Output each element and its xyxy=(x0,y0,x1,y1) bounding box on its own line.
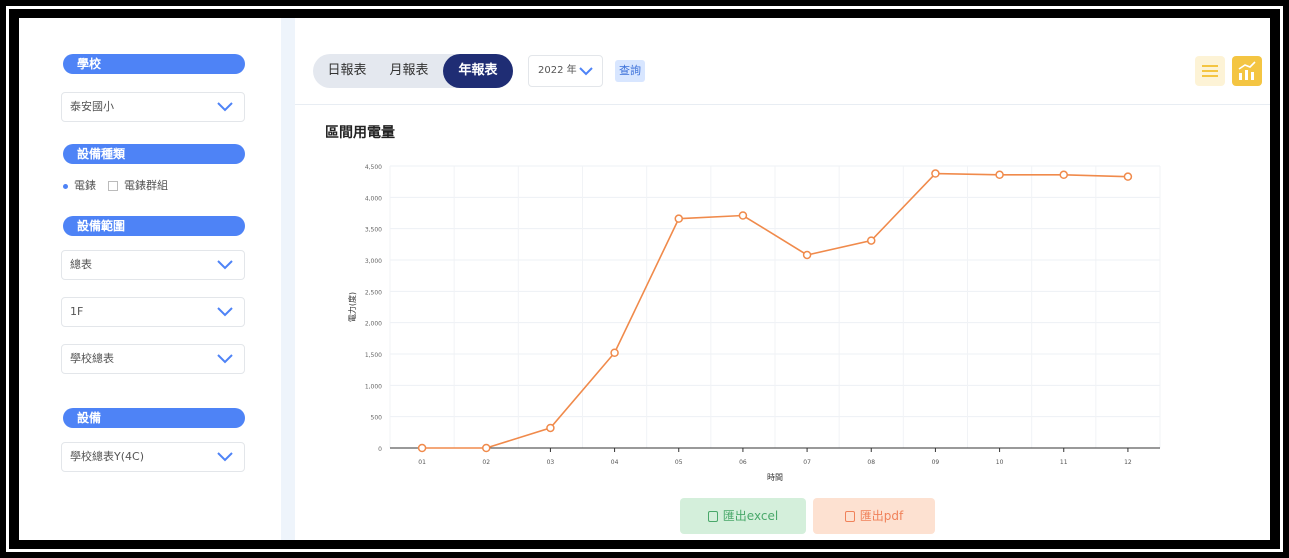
scope-select-1[interactable]: 總表 xyxy=(61,250,245,280)
data-point xyxy=(610,348,619,357)
x-tick-label: 06 xyxy=(739,459,747,466)
chart-grid xyxy=(389,165,1161,449)
chevron-down-icon xyxy=(217,307,233,317)
query-button[interactable]: 查詢 xyxy=(615,60,645,82)
device-select[interactable]: 學校總表Y(4C) xyxy=(61,442,245,472)
export-pdf-label: 匯出pdf xyxy=(859,509,904,523)
x-tick-label: 04 xyxy=(611,459,619,466)
x-tick-label: 11 xyxy=(1060,459,1068,466)
data-point xyxy=(738,211,748,220)
export-pdf-button[interactable]: 匯出pdf xyxy=(813,498,935,534)
data-point xyxy=(1059,170,1068,180)
y-tick-label: 1,500 xyxy=(365,352,382,359)
list-view-button[interactable] xyxy=(1195,56,1225,86)
data-point xyxy=(931,169,940,178)
school-label: 學校 xyxy=(63,54,245,74)
chart-axes: 0 500 1,000 1,500 2,000 2,500 3,000 3,500 4,000 4… xyxy=(365,164,1160,466)
x-tick-label: 10 xyxy=(996,459,1004,466)
device-type-radio-group: 電錶 電錶群組 xyxy=(63,178,168,194)
chevron-down-icon xyxy=(217,452,233,462)
radio-meter[interactable]: 電錶 xyxy=(63,179,96,192)
data-point xyxy=(1123,172,1133,181)
series-line xyxy=(422,172,1128,449)
export-icon xyxy=(707,511,718,522)
data-point xyxy=(417,443,427,453)
sidebar-divider xyxy=(281,18,295,540)
chart-view-button[interactable] xyxy=(1232,56,1262,86)
outer-frame xyxy=(6,6,1283,552)
y-tick-label: 1,000 xyxy=(365,383,382,390)
data-point xyxy=(995,170,1004,180)
y-tick-label: 500 xyxy=(371,415,383,422)
scope-select-3[interactable]: 學校總表 xyxy=(61,344,245,374)
data-point xyxy=(482,443,491,453)
radio-meter-group[interactable]: 電錶群組 xyxy=(96,179,168,192)
x-tick-label: 12 xyxy=(1124,459,1132,466)
data-point xyxy=(802,250,812,260)
scope-select-1-value: 總表 xyxy=(70,258,92,271)
y-tick-label: 0 xyxy=(378,446,382,453)
radio-selected-dot xyxy=(63,183,68,189)
report-tabs: 日報表 月報表 年報表 xyxy=(313,54,513,88)
scope-select-3-value: 學校總表 xyxy=(70,352,114,365)
school-select-value: 泰安國小 xyxy=(70,100,114,113)
x-tick-label: 01 xyxy=(418,459,426,466)
y-tick-label: 4,000 xyxy=(365,195,382,202)
year-select-value: 2022 年 xyxy=(538,65,577,76)
x-tick-label: 07 xyxy=(803,459,811,466)
data-points xyxy=(417,169,1133,453)
y-tick-label: 3,000 xyxy=(365,258,382,265)
tab-monthly[interactable]: 月報表 xyxy=(389,63,429,78)
year-select[interactable]: 2022 年 xyxy=(528,55,603,87)
scope-select-2-value: 1F xyxy=(70,305,84,318)
x-tick-label: 09 xyxy=(932,459,940,466)
y-tick-label: 2,500 xyxy=(365,289,382,296)
tab-daily[interactable]: 日報表 xyxy=(327,63,367,78)
x-tick-label: 03 xyxy=(547,459,555,466)
x-tick-label: 02 xyxy=(482,459,490,466)
data-point xyxy=(867,236,876,245)
device-type-label: 設備種類 xyxy=(63,144,245,164)
device-select-value: 學校總表Y(4C) xyxy=(70,450,144,463)
scope-select-2[interactable]: 1F xyxy=(61,297,245,327)
data-point xyxy=(546,423,555,433)
chevron-down-icon xyxy=(579,67,593,76)
y-tick-label: 3,500 xyxy=(365,227,382,234)
radio-meter-group-label: 電錶群組 xyxy=(124,179,168,192)
chevron-down-icon xyxy=(217,354,233,364)
radio-unselected-box xyxy=(108,181,118,191)
chart-title: 區間用電量 xyxy=(325,125,395,141)
device-label: 設備 xyxy=(63,408,245,428)
tab-yearly[interactable]: 年報表 xyxy=(443,54,513,88)
radio-meter-label: 電錶 xyxy=(74,179,96,192)
export-excel-button[interactable]: 匯出excel xyxy=(680,498,806,534)
data-point xyxy=(674,214,683,223)
x-axis-label: 時間 xyxy=(767,473,783,482)
x-tick-label: 08 xyxy=(867,459,875,466)
toolbar: 日報表 月報表 年報表 2022 年 查詢 xyxy=(295,18,1270,105)
y-axis-label: 電力(度) xyxy=(347,292,357,322)
y-tick-label: 4,500 xyxy=(365,164,382,171)
y-tick-label: 2,000 xyxy=(365,321,382,328)
chevron-down-icon xyxy=(217,102,233,112)
device-scope-label: 設備範圍 xyxy=(63,216,245,236)
filter-sidebar: 學校 泰安國小 設備種類 電錶 電錶群組 設備範圍 總表 1F 學校總表 設備 學… xyxy=(19,18,281,540)
school-select[interactable]: 泰安國小 xyxy=(61,92,245,122)
export-icon xyxy=(844,511,855,522)
list-icon xyxy=(1202,65,1218,77)
line-chart: 0 500 1,000 1,500 2,000 2,500 3,000 3,500 4,000 4… xyxy=(347,164,1161,482)
export-excel-label: 匯出excel xyxy=(722,509,779,523)
app-window: 學校 泰安國小 設備種類 電錶 電錶群組 設備範圍 總表 1F 學校總表 設備 學… xyxy=(19,18,1270,540)
main-panel: 日報表 月報表 年報表 2022 年 查詢 xyxy=(295,18,1270,540)
chevron-down-icon xyxy=(217,260,233,270)
chart-icon xyxy=(1238,61,1256,80)
x-tick-label: 05 xyxy=(675,459,683,466)
